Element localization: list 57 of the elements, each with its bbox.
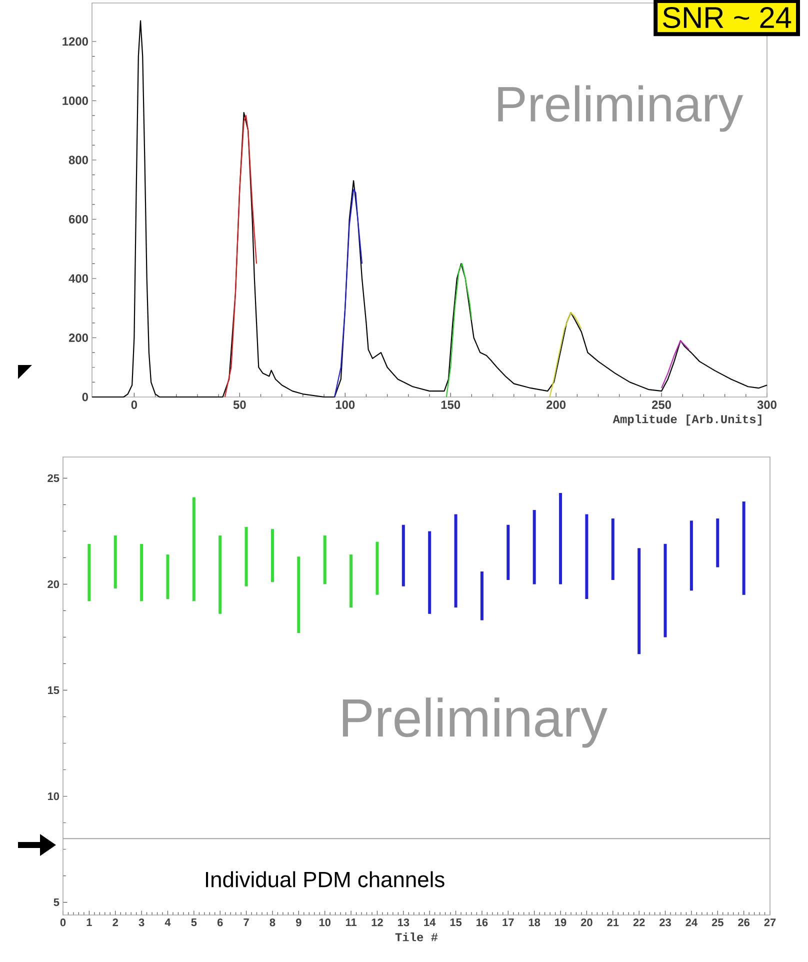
line-series bbox=[660, 340, 690, 389]
annotation: Preliminary bbox=[342, 698, 608, 748]
x-tick-label: 22 bbox=[633, 918, 645, 926]
x-axis-title: Amplitude [Arb.Units] bbox=[612, 414, 762, 426]
x-tick-label: 5 bbox=[191, 918, 197, 926]
y-tick-label: 400 bbox=[68, 274, 88, 283]
y-tick-label: 200 bbox=[68, 334, 88, 342]
x-tick-label: 3 bbox=[138, 918, 144, 926]
x-tick-label: 9 bbox=[296, 918, 302, 926]
x-tick-label: 20 bbox=[580, 918, 592, 926]
x-tick-label: 200 bbox=[546, 400, 566, 409]
annotation: SNR ~ 24 bbox=[662, 6, 792, 28]
x-tick-label: 17 bbox=[502, 918, 514, 926]
x-tick-label: 27 bbox=[764, 918, 776, 926]
x-tick-label: 26 bbox=[738, 918, 750, 926]
y-tick-label: 800 bbox=[68, 156, 88, 164]
y-tick-label: 0 bbox=[82, 392, 88, 402]
x-tick-label: 300 bbox=[757, 400, 776, 409]
x-tick-label: 6 bbox=[217, 918, 223, 926]
x-tick-label: 24 bbox=[686, 918, 698, 926]
y-tick-label: 10 bbox=[48, 792, 60, 800]
x-axis-title: Tile # bbox=[395, 932, 438, 942]
x-tick-label: 14 bbox=[424, 918, 436, 926]
x-tick-label: 50 bbox=[233, 400, 246, 409]
y-tick-label: 15 bbox=[48, 686, 60, 694]
x-tick-label: 11 bbox=[346, 918, 357, 926]
x-tick-label: 21 bbox=[607, 918, 619, 926]
x-tick-label: 13 bbox=[398, 918, 410, 926]
x-tick-label: 15 bbox=[450, 918, 462, 926]
x-tick-label: 18 bbox=[528, 918, 540, 926]
line-series bbox=[334, 189, 363, 398]
x-tick-label: 4 bbox=[164, 918, 171, 926]
line-series bbox=[446, 263, 472, 398]
x-tick-label: 150 bbox=[441, 400, 460, 409]
x-tick-label: 16 bbox=[476, 918, 488, 926]
y-tick-label: 25 bbox=[48, 474, 60, 482]
x-tick-label: 10 bbox=[319, 918, 330, 926]
x-tick-label: 19 bbox=[555, 918, 566, 926]
y-tick-label: 20 bbox=[48, 580, 60, 588]
line-series bbox=[549, 312, 582, 398]
x-tick-label: 250 bbox=[652, 400, 672, 409]
x-tick-label: 2 bbox=[112, 918, 118, 926]
y-tick-label: 1200 bbox=[62, 37, 88, 46]
y-tick-label: 5 bbox=[54, 898, 60, 906]
annotation: Preliminary bbox=[498, 85, 744, 132]
x-tick-label: 1 bbox=[86, 918, 92, 926]
y-tick-label: 1000 bbox=[62, 96, 88, 105]
x-tick-label: 100 bbox=[336, 400, 355, 409]
x-tick-label: 23 bbox=[660, 918, 671, 926]
x-tick-label: 8 bbox=[270, 918, 276, 926]
y-tick-label: 600 bbox=[68, 215, 88, 224]
x-tick-label: 0 bbox=[131, 400, 138, 409]
line-series bbox=[224, 115, 258, 398]
x-tick-label: 25 bbox=[712, 918, 724, 926]
x-tick-label: 12 bbox=[372, 918, 383, 926]
x-tick-label: 7 bbox=[244, 918, 249, 926]
annotation: Individual PDM channels bbox=[206, 871, 444, 888]
